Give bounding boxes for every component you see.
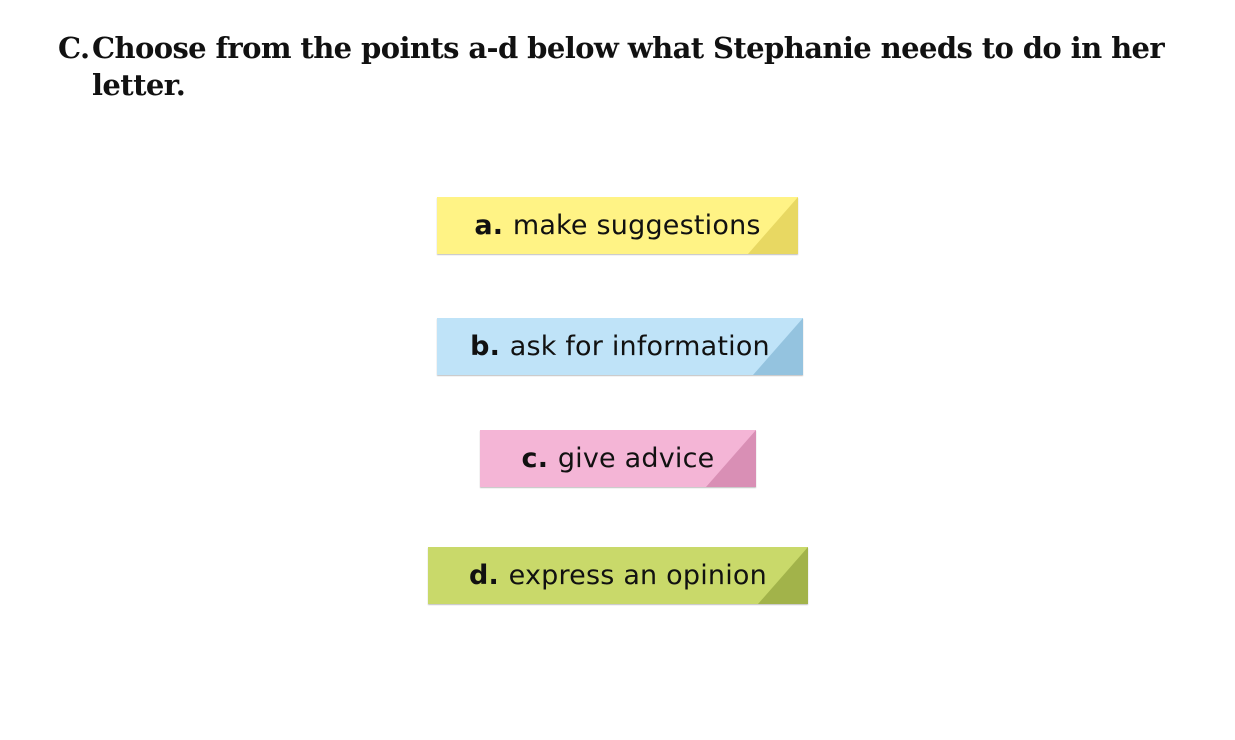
option-b-letter: b.: [470, 331, 510, 362]
option-c-letter: c.: [521, 443, 558, 474]
question-text: Choose from the points a-d below what St…: [92, 31, 1165, 102]
folded-corner-icon: [753, 318, 803, 375]
option-b-note[interactable]: b. ask for information: [437, 318, 803, 375]
option-c-note[interactable]: c. give advice: [480, 430, 756, 487]
folded-corner-icon: [706, 430, 756, 487]
option-b-text-group: b. ask for information: [470, 331, 770, 362]
folded-corner-icon: [758, 547, 808, 604]
question-heading: C. Choose from the points a-d below what…: [58, 30, 1178, 104]
question-label: C.: [58, 31, 90, 65]
option-d-letter: d.: [469, 560, 509, 591]
folded-corner-icon: [748, 197, 798, 254]
option-c-text-group: c. give advice: [522, 443, 715, 474]
option-a-text-group: a. make suggestions: [474, 210, 760, 241]
option-a-note[interactable]: a. make suggestions: [437, 197, 798, 254]
option-a-label: make suggestions: [512, 210, 761, 241]
option-b-label: ask for information: [509, 331, 770, 362]
option-d-note[interactable]: d. express an opinion: [428, 547, 808, 604]
option-c-label: give advice: [557, 443, 715, 474]
option-d-label: express an opinion: [508, 560, 767, 591]
option-a-letter: a.: [474, 210, 513, 241]
option-d-text-group: d. express an opinion: [469, 560, 767, 591]
